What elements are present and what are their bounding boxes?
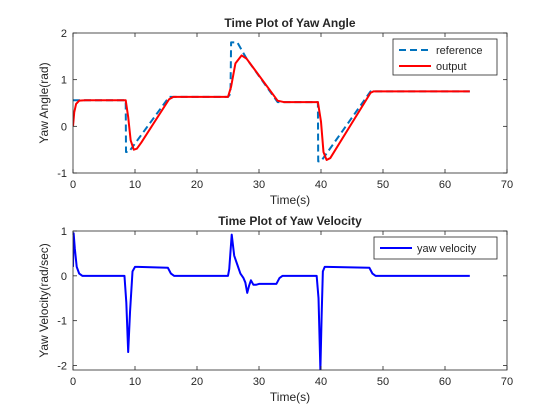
x-tick-label: 50 <box>377 376 389 388</box>
x-tick-label: 20 <box>191 179 203 191</box>
legend: reference output <box>392 38 498 76</box>
y-axis-label: Yaw Velocity(rad/sec) <box>37 243 51 358</box>
series-line-yaw-velocity <box>73 232 470 370</box>
x-tick-label: 0 <box>70 179 76 191</box>
x-tick-label: 30 <box>253 179 265 191</box>
x-tick-label: 40 <box>315 179 327 191</box>
legend-box <box>392 38 498 76</box>
y-tick-label: 1 <box>61 226 67 238</box>
x-tick-label: 70 <box>501 376 513 388</box>
chart-title: Time Plot of Yaw Velocity <box>218 214 362 228</box>
x-tick-label: 70 <box>501 179 513 191</box>
y-tick-label: 2 <box>61 28 67 40</box>
chart-panel-2: 0 10 20 30 40 50 60 70 -2 -1 0 1 Time Plot of Yaw Ve… <box>37 214 513 404</box>
y-tick-label: -1 <box>57 316 67 328</box>
series-line-output <box>73 54 470 161</box>
x-tick-label: 30 <box>253 376 265 388</box>
series-line-reference <box>73 41 470 163</box>
legend-box <box>373 236 498 260</box>
x-tick-label: 20 <box>191 376 203 388</box>
legend-label-output: output <box>436 61 467 73</box>
axes-box <box>72 230 508 371</box>
x-axis-label: Time(s) <box>270 193 310 207</box>
chart-title: Time Plot of Yaw Angle <box>224 16 355 30</box>
x-tick-label: 10 <box>129 376 141 388</box>
x-tick-label: 10 <box>129 179 141 191</box>
axes-box <box>72 32 508 174</box>
x-tick-label: 60 <box>439 376 451 388</box>
legend-label-yaw-velocity: yaw velocity <box>417 243 477 255</box>
x-tick-label: 40 <box>315 376 327 388</box>
y-tick-label: 0 <box>61 121 67 133</box>
y-axis-label: Yaw Angle(rad) <box>37 62 51 143</box>
y-tick-label: 0 <box>61 271 67 283</box>
x-tick-label: 50 <box>377 179 389 191</box>
legend: yaw velocity <box>373 236 498 260</box>
y-tick-label: -1 <box>57 168 67 180</box>
x-tick-label: 0 <box>70 376 76 388</box>
x-axis-label: Time(s) <box>270 390 310 404</box>
y-tick-label: -2 <box>57 361 67 373</box>
legend-label-reference: reference <box>436 45 482 57</box>
x-tick-label: 60 <box>439 179 451 191</box>
y-tick-label: 1 <box>61 75 67 87</box>
